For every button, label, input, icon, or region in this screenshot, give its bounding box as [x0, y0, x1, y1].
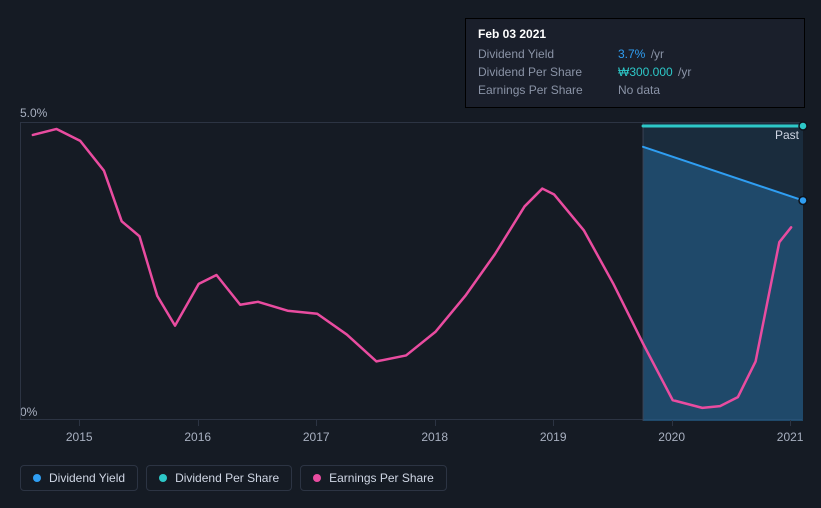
x-axis-tick-label: 2019 [540, 430, 567, 444]
chart-tooltip: Feb 03 2021 Dividend Yield3.7% /yrDivide… [465, 18, 805, 108]
x-axis-tick-label: 2016 [184, 430, 211, 444]
legend: Dividend Yield Dividend Per Share Earnin… [20, 465, 447, 491]
x-axis-tick-label: 2015 [66, 430, 93, 444]
legend-label: Dividend Per Share [175, 471, 279, 485]
tooltip-row-value: 3.7% /yr [618, 45, 664, 63]
chart-svg [21, 123, 803, 421]
tooltip-row-value: ₩300.000 /yr [618, 63, 691, 81]
legend-earnings-per-share[interactable]: Earnings Per Share [300, 465, 447, 491]
legend-dividend-yield[interactable]: Dividend Yield [20, 465, 138, 491]
legend-swatch-icon [159, 474, 167, 482]
tooltip-row-label: Dividend Yield [478, 45, 618, 63]
legend-dividend-per-share[interactable]: Dividend Per Share [146, 465, 292, 491]
tooltip-row: Dividend Per Share₩300.000 /yr [478, 63, 792, 81]
past-label: Past [775, 128, 799, 142]
x-axis-tick-label: 2017 [303, 430, 330, 444]
tooltip-row: Earnings Per ShareNo data [478, 81, 792, 99]
y-axis-max-label: 5.0% [20, 106, 47, 120]
x-axis-tick-label: 2018 [421, 430, 448, 444]
x-axis-tick-label: 2021 [777, 430, 804, 444]
dividend-chart: Feb 03 2021 Dividend Yield3.7% /yrDivide… [0, 0, 821, 508]
plot-area [20, 122, 802, 420]
x-axis-tick-label: 2020 [658, 430, 685, 444]
legend-label: Earnings Per Share [329, 471, 434, 485]
tooltip-row-label: Earnings Per Share [478, 81, 618, 99]
legend-label: Dividend Yield [49, 471, 125, 485]
tooltip-row: Dividend Yield3.7% /yr [478, 45, 792, 63]
tooltip-row-value: No data [618, 81, 660, 99]
legend-swatch-icon [33, 474, 41, 482]
legend-swatch-icon [313, 474, 321, 482]
tooltip-date: Feb 03 2021 [478, 27, 792, 41]
tooltip-row-label: Dividend Per Share [478, 63, 618, 81]
